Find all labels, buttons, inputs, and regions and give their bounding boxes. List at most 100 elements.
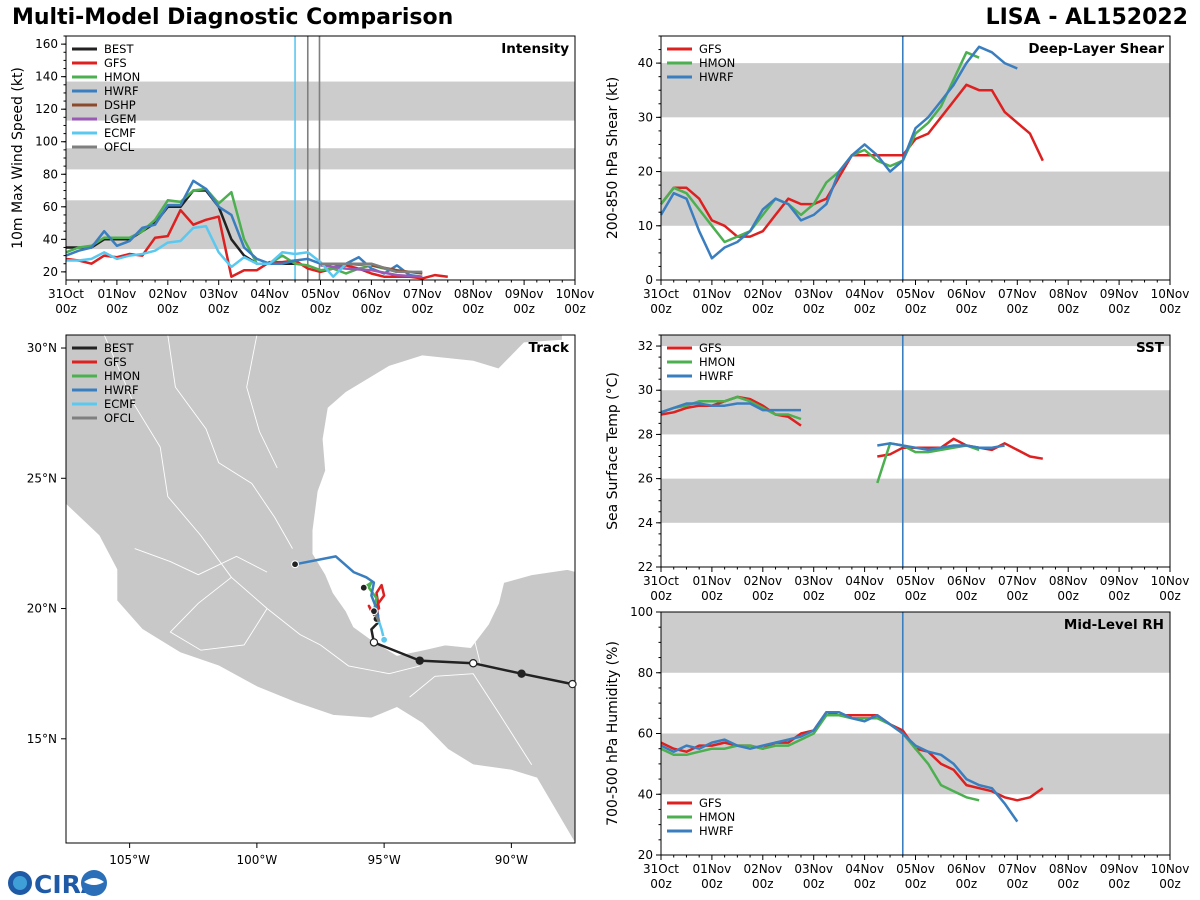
intensity-band xyxy=(66,148,575,170)
shear-ylabel: 200-850 hPa Shear (kt) xyxy=(605,77,621,239)
x-tick-label: 00z xyxy=(956,302,978,316)
track-point xyxy=(415,656,424,665)
cira-logo: CIRA xyxy=(8,870,107,899)
x-tick-label: 00z xyxy=(1057,589,1079,603)
legend-label-hmon: HMON xyxy=(699,355,735,369)
page-title: Multi-Model Diagnostic Comparison xyxy=(12,5,454,30)
x-tick-label: 04Nov xyxy=(250,287,289,301)
sst-chart: 22242628303231Oct00z01Nov00z02Nov00z03No… xyxy=(605,334,1190,603)
x-tick-label: 07Nov xyxy=(998,862,1037,876)
track-point xyxy=(369,638,379,647)
x-tick-label: 10Nov xyxy=(1151,574,1190,588)
y-tick-label: 20 xyxy=(638,848,653,862)
legend-label-hmon: HMON xyxy=(699,810,735,824)
x-tick-label: 00z xyxy=(1108,302,1130,316)
series-line-hwrf xyxy=(660,710,1019,823)
state-border xyxy=(472,592,492,667)
x-tick-label: 08Nov xyxy=(1049,574,1088,588)
y-tick-label: 30 xyxy=(638,110,653,124)
x-tick-label: 00z xyxy=(1057,877,1079,891)
x-tick-label: 07Nov xyxy=(998,287,1037,301)
y-tick-label: 32 xyxy=(638,339,653,353)
series-line-ecmf xyxy=(66,225,372,278)
x-tick-label: 04Nov xyxy=(845,287,884,301)
x-tick-label: 00z xyxy=(803,877,825,891)
x-tick-label: 00z xyxy=(803,589,825,603)
x-tick-label: 00z xyxy=(1057,302,1079,316)
legend-label-best: BEST xyxy=(104,42,134,56)
track-end-point xyxy=(370,607,378,616)
track-end-point xyxy=(291,560,299,569)
x-tick-label: 09Nov xyxy=(505,287,544,301)
legend-label-gfs: GFS xyxy=(699,42,722,56)
x-tick-label: 00z xyxy=(1159,302,1181,316)
state-border xyxy=(169,576,268,651)
x-tick-label: 02Nov xyxy=(743,574,782,588)
x-tick-label: 10Nov xyxy=(556,287,595,301)
y-tick-label: 24 xyxy=(638,516,653,530)
x-tick-label: 01Nov xyxy=(98,287,137,301)
series-line-hwrf xyxy=(660,402,801,414)
y-tick-label: 140 xyxy=(35,70,58,84)
x-tick-label: 07Nov xyxy=(403,287,442,301)
x-tick-label: 00z xyxy=(650,589,672,603)
x-tick-label: 03Nov xyxy=(199,287,238,301)
series-line-gfs xyxy=(65,208,448,280)
series-line-hmon xyxy=(660,714,980,802)
legend-label-lgem: LGEM xyxy=(104,112,137,126)
track-frame xyxy=(65,334,576,844)
x-tick-label: 01Nov xyxy=(693,287,732,301)
x-tick-label: 08Nov xyxy=(454,287,493,301)
x-tick-label: 00z xyxy=(752,302,774,316)
x-tick-label: 00z xyxy=(803,302,825,316)
series-line-hmon xyxy=(65,187,398,275)
x-tick-label: 00z xyxy=(701,302,723,316)
x-tick-label: 05Nov xyxy=(301,287,340,301)
intensity-band xyxy=(66,200,575,250)
x-tick-label: 31Oct xyxy=(643,574,679,588)
legend-label-hwrf: HWRF xyxy=(699,369,734,383)
series-line-gfs xyxy=(660,710,1044,802)
legend-label-hmon: HMON xyxy=(699,56,735,70)
state-border xyxy=(246,335,278,469)
series-line-hwrf xyxy=(659,45,1018,260)
lat-tick-label: 30°N xyxy=(27,341,57,355)
track-line-hwrf xyxy=(294,555,381,622)
x-tick-label: 10Nov xyxy=(1151,287,1190,301)
x-tick-label: 00z xyxy=(956,877,978,891)
y-tick-label: 40 xyxy=(638,56,653,70)
x-tick-label: 07Nov xyxy=(998,574,1037,588)
x-tick-label: 00z xyxy=(905,877,927,891)
x-tick-label: 08Nov xyxy=(1049,287,1088,301)
legend-label-gfs: GFS xyxy=(104,355,127,369)
x-tick-label: 06Nov xyxy=(352,287,391,301)
track-end-point xyxy=(359,583,368,592)
x-tick-label: 03Nov xyxy=(794,862,833,876)
x-tick-label: 06Nov xyxy=(947,287,986,301)
legend-label-hwrf: HWRF xyxy=(699,824,734,838)
track-end-point xyxy=(380,635,389,644)
track-point xyxy=(469,659,478,668)
series-line-hmon xyxy=(660,51,980,244)
x-tick-label: 04Nov xyxy=(845,862,884,876)
legend-label-gfs: GFS xyxy=(699,796,722,810)
y-tick-label: 26 xyxy=(638,472,653,486)
y-tick-label: 0 xyxy=(645,273,653,287)
rh-band xyxy=(661,612,1170,673)
x-tick-label: 08Nov xyxy=(1049,862,1088,876)
rh-band xyxy=(661,733,1170,795)
y-tick-label: 100 xyxy=(630,605,653,619)
y-tick-label: 40 xyxy=(638,787,653,801)
x-tick-label: 03Nov xyxy=(794,574,833,588)
land-mexico xyxy=(66,335,575,843)
x-tick-label: 09Nov xyxy=(1100,862,1139,876)
shear-title: Deep-Layer Shear xyxy=(1028,41,1164,57)
lat-tick-label: 20°N xyxy=(27,602,57,616)
intensity-band xyxy=(66,81,575,121)
x-tick-label: 00z xyxy=(259,302,281,316)
series-line-ofcl xyxy=(320,262,423,274)
legend-label-ofcl: OFCL xyxy=(104,140,135,154)
x-tick-label: 00z xyxy=(1007,877,1029,891)
x-tick-label: 00z xyxy=(752,589,774,603)
y-tick-label: 80 xyxy=(43,167,58,181)
